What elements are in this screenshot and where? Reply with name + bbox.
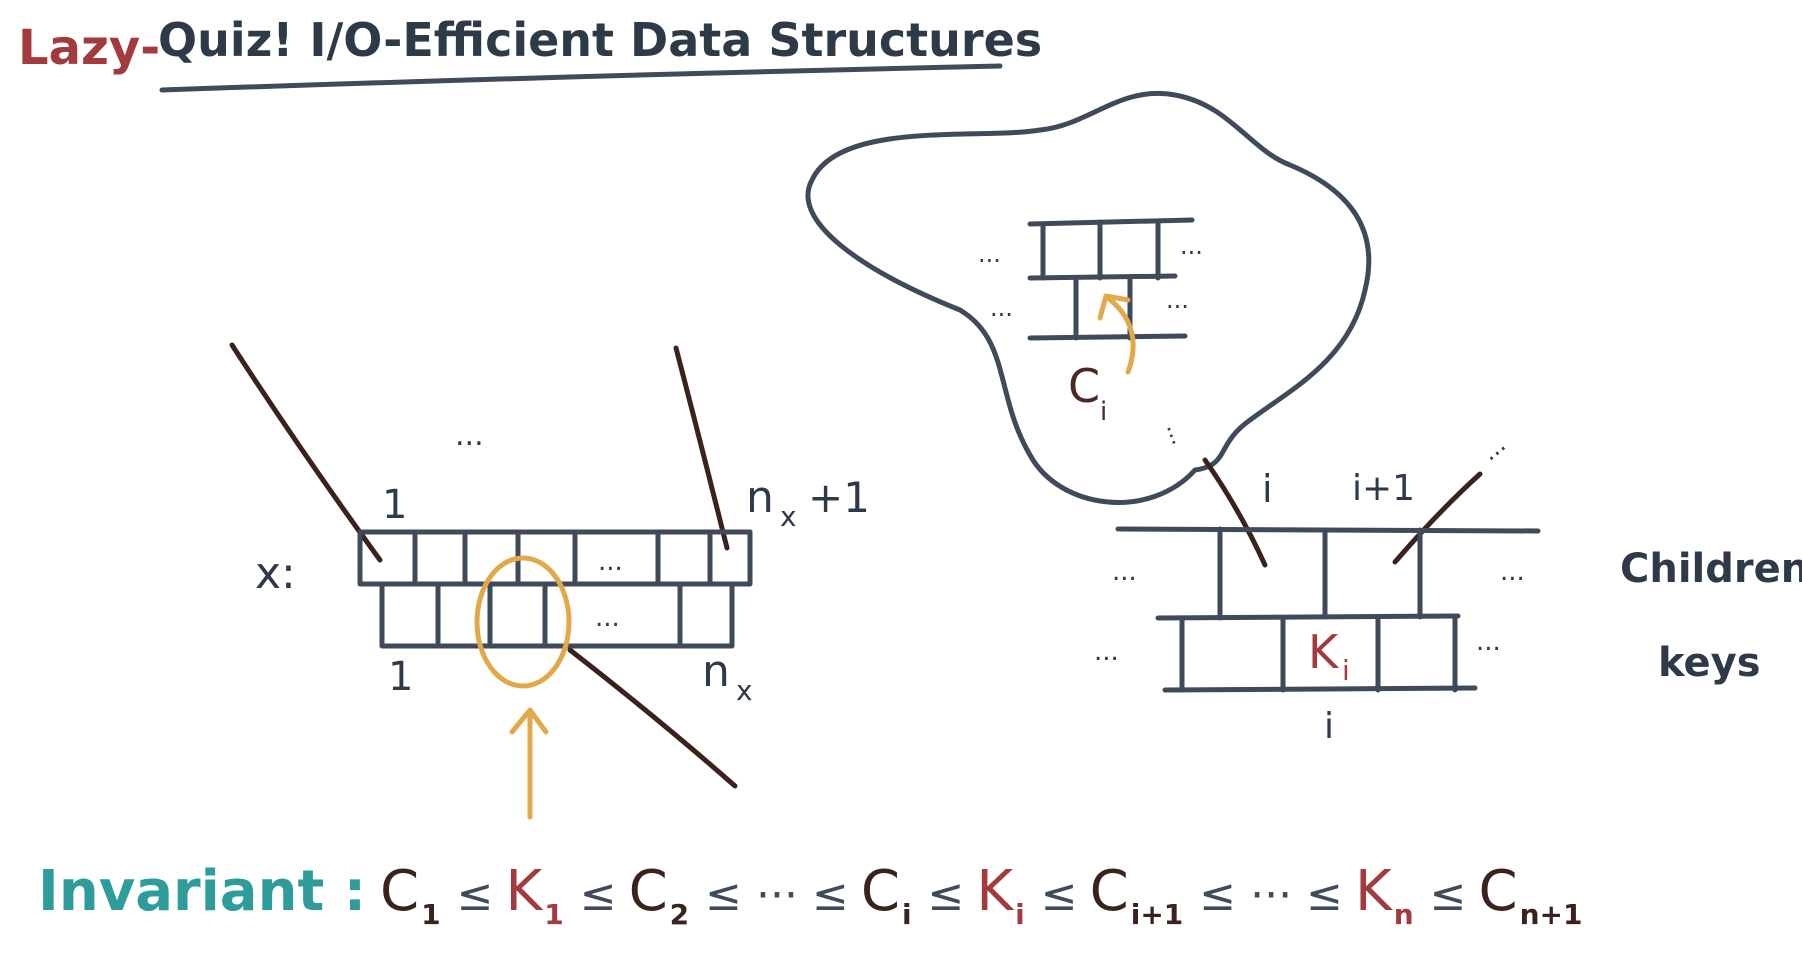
right-node-ellipsis-keys-right: ... bbox=[1476, 627, 1501, 657]
right-node-ellipsis-keys-left: ... bbox=[1094, 637, 1119, 667]
svg-text:K: K bbox=[1308, 625, 1340, 679]
title: Lazy- Quiz! I/O-Efficient Data Structure… bbox=[18, 13, 1042, 93]
invariant-term-subscript: i bbox=[1015, 898, 1025, 931]
svg-text:x: x bbox=[780, 500, 797, 533]
left-node: ... ... ... x: 1 n x +1 1 n x bbox=[229, 342, 870, 820]
left-node-label: x: bbox=[255, 548, 296, 599]
invariant-term-subscript: 2 bbox=[670, 898, 689, 931]
highlight-circle bbox=[474, 555, 572, 689]
left-node-pointer-middle bbox=[567, 647, 738, 789]
cloud-ellipsis-trail: ... bbox=[1161, 420, 1192, 448]
right-node: ... i i+1 K i i ... ... ... ... Children… bbox=[1094, 430, 1802, 747]
invariant-term-subscript: 1 bbox=[544, 898, 563, 931]
invariant-term-base: ≤ bbox=[928, 870, 965, 921]
right-node-ellipsis-children-left: ... bbox=[1112, 557, 1137, 587]
invariant-term-base: ≤ ··· ≤ bbox=[1199, 870, 1343, 921]
cloud-ellipsis-left-bottom: ... bbox=[990, 294, 1013, 322]
invariant-term-base: K bbox=[505, 859, 543, 924]
left-node-bottom-end-index: n x bbox=[702, 646, 753, 707]
invariant-term-base: C bbox=[1479, 859, 1518, 924]
title-main: Quiz! I/O-Efficient Data Structures bbox=[158, 13, 1042, 67]
cloud-outline bbox=[805, 91, 1372, 505]
invariant-term-subscript: i+1 bbox=[1131, 898, 1184, 931]
invariant-term-subscript: 1 bbox=[421, 898, 440, 931]
left-node-ellipsis-above: ... bbox=[455, 418, 484, 453]
svg-text:C: C bbox=[1068, 359, 1100, 413]
right-node-ellipsis-pointer: ... bbox=[1475, 430, 1511, 466]
cloud-arrow-head bbox=[1097, 293, 1131, 321]
left-node-key-row bbox=[379, 581, 735, 649]
invariant-term-subscript: n bbox=[1394, 898, 1414, 931]
invariant-operator: ≤ bbox=[457, 870, 494, 921]
invariant-term-base: ≤ bbox=[457, 870, 494, 921]
svg-text:n: n bbox=[702, 646, 730, 697]
cloud-child-label: C i bbox=[1068, 359, 1107, 427]
invariant-term-subscript: i bbox=[902, 898, 912, 931]
invariant-operator: ≤ bbox=[928, 870, 965, 921]
left-node-bottom-start-index: 1 bbox=[388, 654, 413, 700]
invariant-term-base: K bbox=[1355, 859, 1393, 924]
svg-text:+1: +1 bbox=[808, 473, 870, 522]
invariant-operator: ≤ bbox=[1430, 870, 1467, 921]
child-cloud: ... ... ... ... C i ... bbox=[805, 91, 1372, 505]
left-node-top-start-index: 1 bbox=[382, 482, 407, 528]
left-node-pointer-last bbox=[673, 345, 730, 551]
row-label-keys: keys bbox=[1658, 640, 1761, 686]
invariant-term-base: K bbox=[976, 859, 1014, 924]
right-node-pointer-index-i-plus-1: i+1 bbox=[1352, 468, 1415, 509]
right-node-key: K i bbox=[1308, 625, 1350, 687]
invariant-term-base: C bbox=[380, 859, 419, 924]
left-node-top-end-index: n x +1 bbox=[746, 472, 870, 533]
invariant-term-base: C bbox=[629, 859, 668, 924]
row-label-children: Children bbox=[1620, 546, 1802, 592]
invariant-term-base: ≤ bbox=[1041, 870, 1078, 921]
right-node-pointer-i-plus-1 bbox=[1392, 471, 1483, 565]
cloud-ellipsis-right-bottom: ... bbox=[1166, 286, 1189, 314]
invariant-operator: ≤ ··· ≤ bbox=[705, 870, 849, 921]
right-node-pointer-i bbox=[1202, 457, 1268, 568]
invariant-term-base: C bbox=[1090, 859, 1129, 924]
svg-text:i: i bbox=[1342, 654, 1350, 687]
invariant-operator: ≤ bbox=[580, 870, 617, 921]
left-node-pointer-first bbox=[229, 342, 383, 563]
left-node-ellipsis-bottom: ... bbox=[595, 603, 620, 633]
highlight-arrow-head bbox=[509, 707, 549, 735]
invariant-operator: ≤ ··· ≤ bbox=[1199, 870, 1343, 921]
cloud-ellipsis-right-top: ... bbox=[1180, 232, 1203, 260]
svg-text:x: x bbox=[736, 674, 753, 707]
cloud-ellipsis-left-top: ... bbox=[978, 240, 1001, 268]
right-node-pointer-index-i: i bbox=[1262, 467, 1273, 511]
invariant-term-base: ≤ bbox=[580, 870, 617, 921]
svg-text:i: i bbox=[1100, 397, 1107, 427]
invariant-term-base: C bbox=[861, 859, 900, 924]
svg-text:n: n bbox=[746, 472, 774, 523]
cloud-arrow-shaft bbox=[1105, 295, 1136, 375]
title-underline bbox=[159, 63, 1003, 93]
invariant-label: Invariant : bbox=[38, 859, 366, 924]
invariant-term-subscript: n+1 bbox=[1520, 898, 1583, 931]
invariant-term-base: ≤ ··· ≤ bbox=[705, 870, 849, 921]
right-node-key-index: i bbox=[1324, 706, 1334, 747]
invariant-term-base: ≤ bbox=[1430, 870, 1467, 921]
left-node-ellipsis-top: ... bbox=[598, 547, 623, 577]
invariant-operator: ≤ bbox=[1041, 870, 1078, 921]
right-node-ellipsis-children-right: ... bbox=[1500, 557, 1525, 587]
title-prefix: Lazy- bbox=[18, 20, 160, 76]
